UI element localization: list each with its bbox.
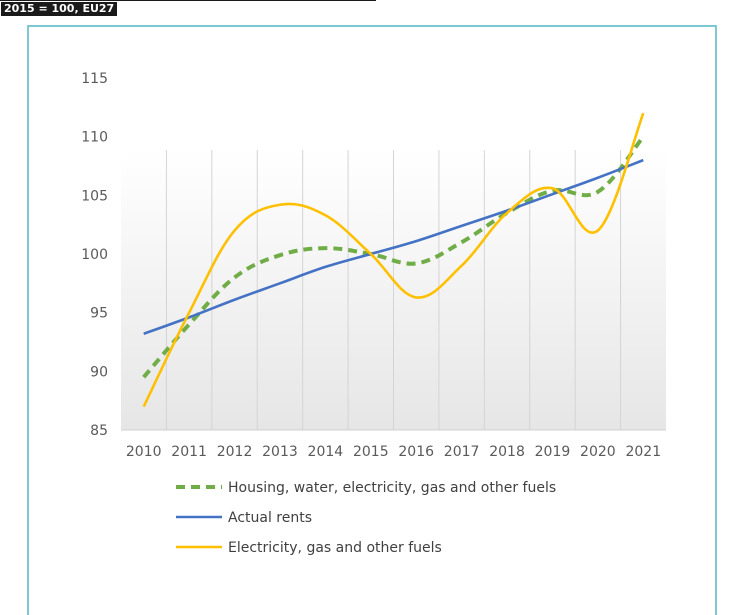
y-tick-label: 105 [81, 188, 108, 204]
x-tick-label: 2019 [535, 444, 571, 460]
x-tick-label: 2020 [580, 444, 616, 460]
series-line-housing-water-electricity-gas-and-other-fuels [142, 135, 645, 379]
chart-frame [27, 25, 717, 615]
series-line-actual-rents [143, 158, 644, 336]
x-tick-label: 2012 [217, 444, 253, 460]
series-line-electricity-gas-and-other-fuels [142, 112, 645, 408]
y-tick-label: 115 [81, 71, 108, 87]
y-tick-label: 90 [90, 364, 108, 380]
chart-subtitle: 2015 = 100, EU27 [1, 2, 118, 16]
top-rule [0, 0, 376, 1]
y-tick-label: 95 [90, 306, 108, 322]
x-tick-label: 2016 [398, 444, 434, 460]
x-tick-label: 2018 [489, 444, 525, 460]
x-tick-label: 2015 [353, 444, 389, 460]
y-tick-label: 85 [90, 423, 108, 439]
legend-label: Actual rents [228, 510, 312, 526]
y-tick-label: 100 [81, 247, 108, 263]
legend-label: Electricity, gas and other fuels [228, 540, 442, 556]
legend-label: Housing, water, electricity, gas and oth… [228, 480, 556, 496]
y-tick-label: 110 [81, 130, 108, 146]
x-tick-label: 2010 [126, 444, 162, 460]
x-tick-label: 2011 [171, 444, 207, 460]
x-tick-label: 2017 [444, 444, 480, 460]
x-tick-label: 2014 [308, 444, 344, 460]
x-tick-label: 2013 [262, 444, 298, 460]
line-chart: 85 90 95 100 105 110 115 2010 2011 2012 2013 2014 20… [81, 71, 666, 556]
x-tick-label: 2021 [625, 444, 661, 460]
